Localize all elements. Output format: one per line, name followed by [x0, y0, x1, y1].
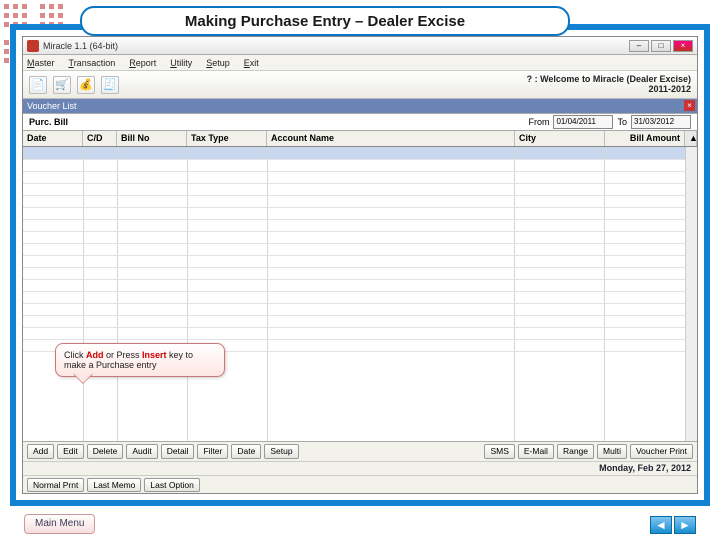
close-button[interactable]: ×	[673, 40, 693, 52]
sms-button[interactable]: SMS	[484, 444, 514, 459]
toolbar-icon-2[interactable]: 🛒	[53, 76, 71, 94]
col-cd[interactable]: C/D	[83, 131, 117, 146]
filter-button[interactable]: Filter	[197, 444, 228, 459]
grid-scrollbar[interactable]	[685, 147, 697, 441]
col-scroll-head: ▲	[685, 131, 697, 146]
audit-button[interactable]: Audit	[126, 444, 157, 459]
grid-body[interactable]: Click Add or Press Insert key to make a …	[23, 147, 697, 441]
window-status-bar: Monday, Feb 27, 2012	[23, 461, 697, 475]
col-city[interactable]: City	[515, 131, 605, 146]
voucher-list-close-icon[interactable]: ×	[684, 100, 695, 111]
window-title: Miracle 1.1 (64-bit)	[43, 41, 629, 51]
app-window: Miracle 1.1 (64-bit) – □ × Master Transa…	[22, 36, 698, 494]
selected-row[interactable]	[23, 147, 685, 159]
col-bill[interactable]: Bill No	[117, 131, 187, 146]
menu-master[interactable]: Master	[27, 58, 55, 68]
col-date[interactable]: Date	[23, 131, 83, 146]
multi-button[interactable]: Multi	[597, 444, 627, 459]
col-tax[interactable]: Tax Type	[187, 131, 267, 146]
to-label: To	[617, 117, 627, 127]
menu-report[interactable]: Report	[129, 58, 156, 68]
add-button[interactable]: Add	[27, 444, 54, 459]
hint-callout: Click Add or Press Insert key to make a …	[55, 343, 225, 377]
app-icon	[27, 40, 39, 52]
toolbar: 📄 🛒 💰 🧾 ? : Welcome to Miracle (Dealer E…	[23, 71, 697, 99]
toolbar-icon-1[interactable]: 📄	[29, 76, 47, 94]
voucher-list-header: Voucher List ×	[23, 99, 697, 113]
from-date-input[interactable]: 01/04/2011	[553, 115, 613, 129]
slide-title: Making Purchase Entry – Dealer Excise	[80, 6, 570, 36]
secondary-button-bar: Normal Prnt Last Memo Last Option	[23, 475, 697, 493]
last-memo-button[interactable]: Last Memo	[87, 478, 141, 492]
from-label: From	[528, 117, 549, 127]
minimize-button[interactable]: –	[629, 40, 649, 52]
last-option-button[interactable]: Last Option	[144, 478, 199, 492]
toolbar-icon-4[interactable]: 🧾	[101, 76, 119, 94]
normal-print-button[interactable]: Normal Prnt	[27, 478, 84, 492]
grid-header: Date C/D Bill No Tax Type Account Name C…	[23, 131, 697, 147]
window-titlebar: Miracle 1.1 (64-bit) – □ ×	[23, 37, 697, 55]
action-button-bar: Add Edit Delete Audit Detail Filter Date…	[23, 441, 697, 461]
filter-bar: Purc. Bill From 01/04/2011 To 31/03/2012	[23, 113, 697, 131]
next-slide-button[interactable]: ►	[674, 516, 696, 534]
menu-setup[interactable]: Setup	[206, 58, 230, 68]
to-date-input[interactable]: 31/03/2012	[631, 115, 691, 129]
slide-frame: Miracle 1.1 (64-bit) – □ × Master Transa…	[10, 24, 710, 506]
document-type-label: Purc. Bill	[29, 117, 68, 127]
setup-button[interactable]: Setup	[264, 444, 298, 459]
menu-bar: Master Transaction Report Utility Setup …	[23, 55, 697, 71]
email-button[interactable]: E-Mail	[518, 444, 554, 459]
welcome-text: ? : Welcome to Miracle (Dealer Excise) 2…	[527, 75, 691, 95]
maximize-button[interactable]: □	[651, 40, 671, 52]
voucher-print-button[interactable]: Voucher Print	[630, 444, 693, 459]
prev-slide-button[interactable]: ◄	[650, 516, 672, 534]
detail-button[interactable]: Detail	[161, 444, 195, 459]
col-account[interactable]: Account Name	[267, 131, 515, 146]
menu-transaction[interactable]: Transaction	[69, 58, 116, 68]
edit-button[interactable]: Edit	[57, 444, 84, 459]
delete-button[interactable]: Delete	[87, 444, 124, 459]
main-menu-button[interactable]: Main Menu	[24, 514, 95, 534]
range-button[interactable]: Range	[557, 444, 594, 459]
date-button[interactable]: Date	[231, 444, 261, 459]
menu-utility[interactable]: Utility	[170, 58, 192, 68]
toolbar-icon-3[interactable]: 💰	[77, 76, 95, 94]
menu-exit[interactable]: Exit	[244, 58, 259, 68]
col-amount[interactable]: Bill Amount	[605, 131, 685, 146]
